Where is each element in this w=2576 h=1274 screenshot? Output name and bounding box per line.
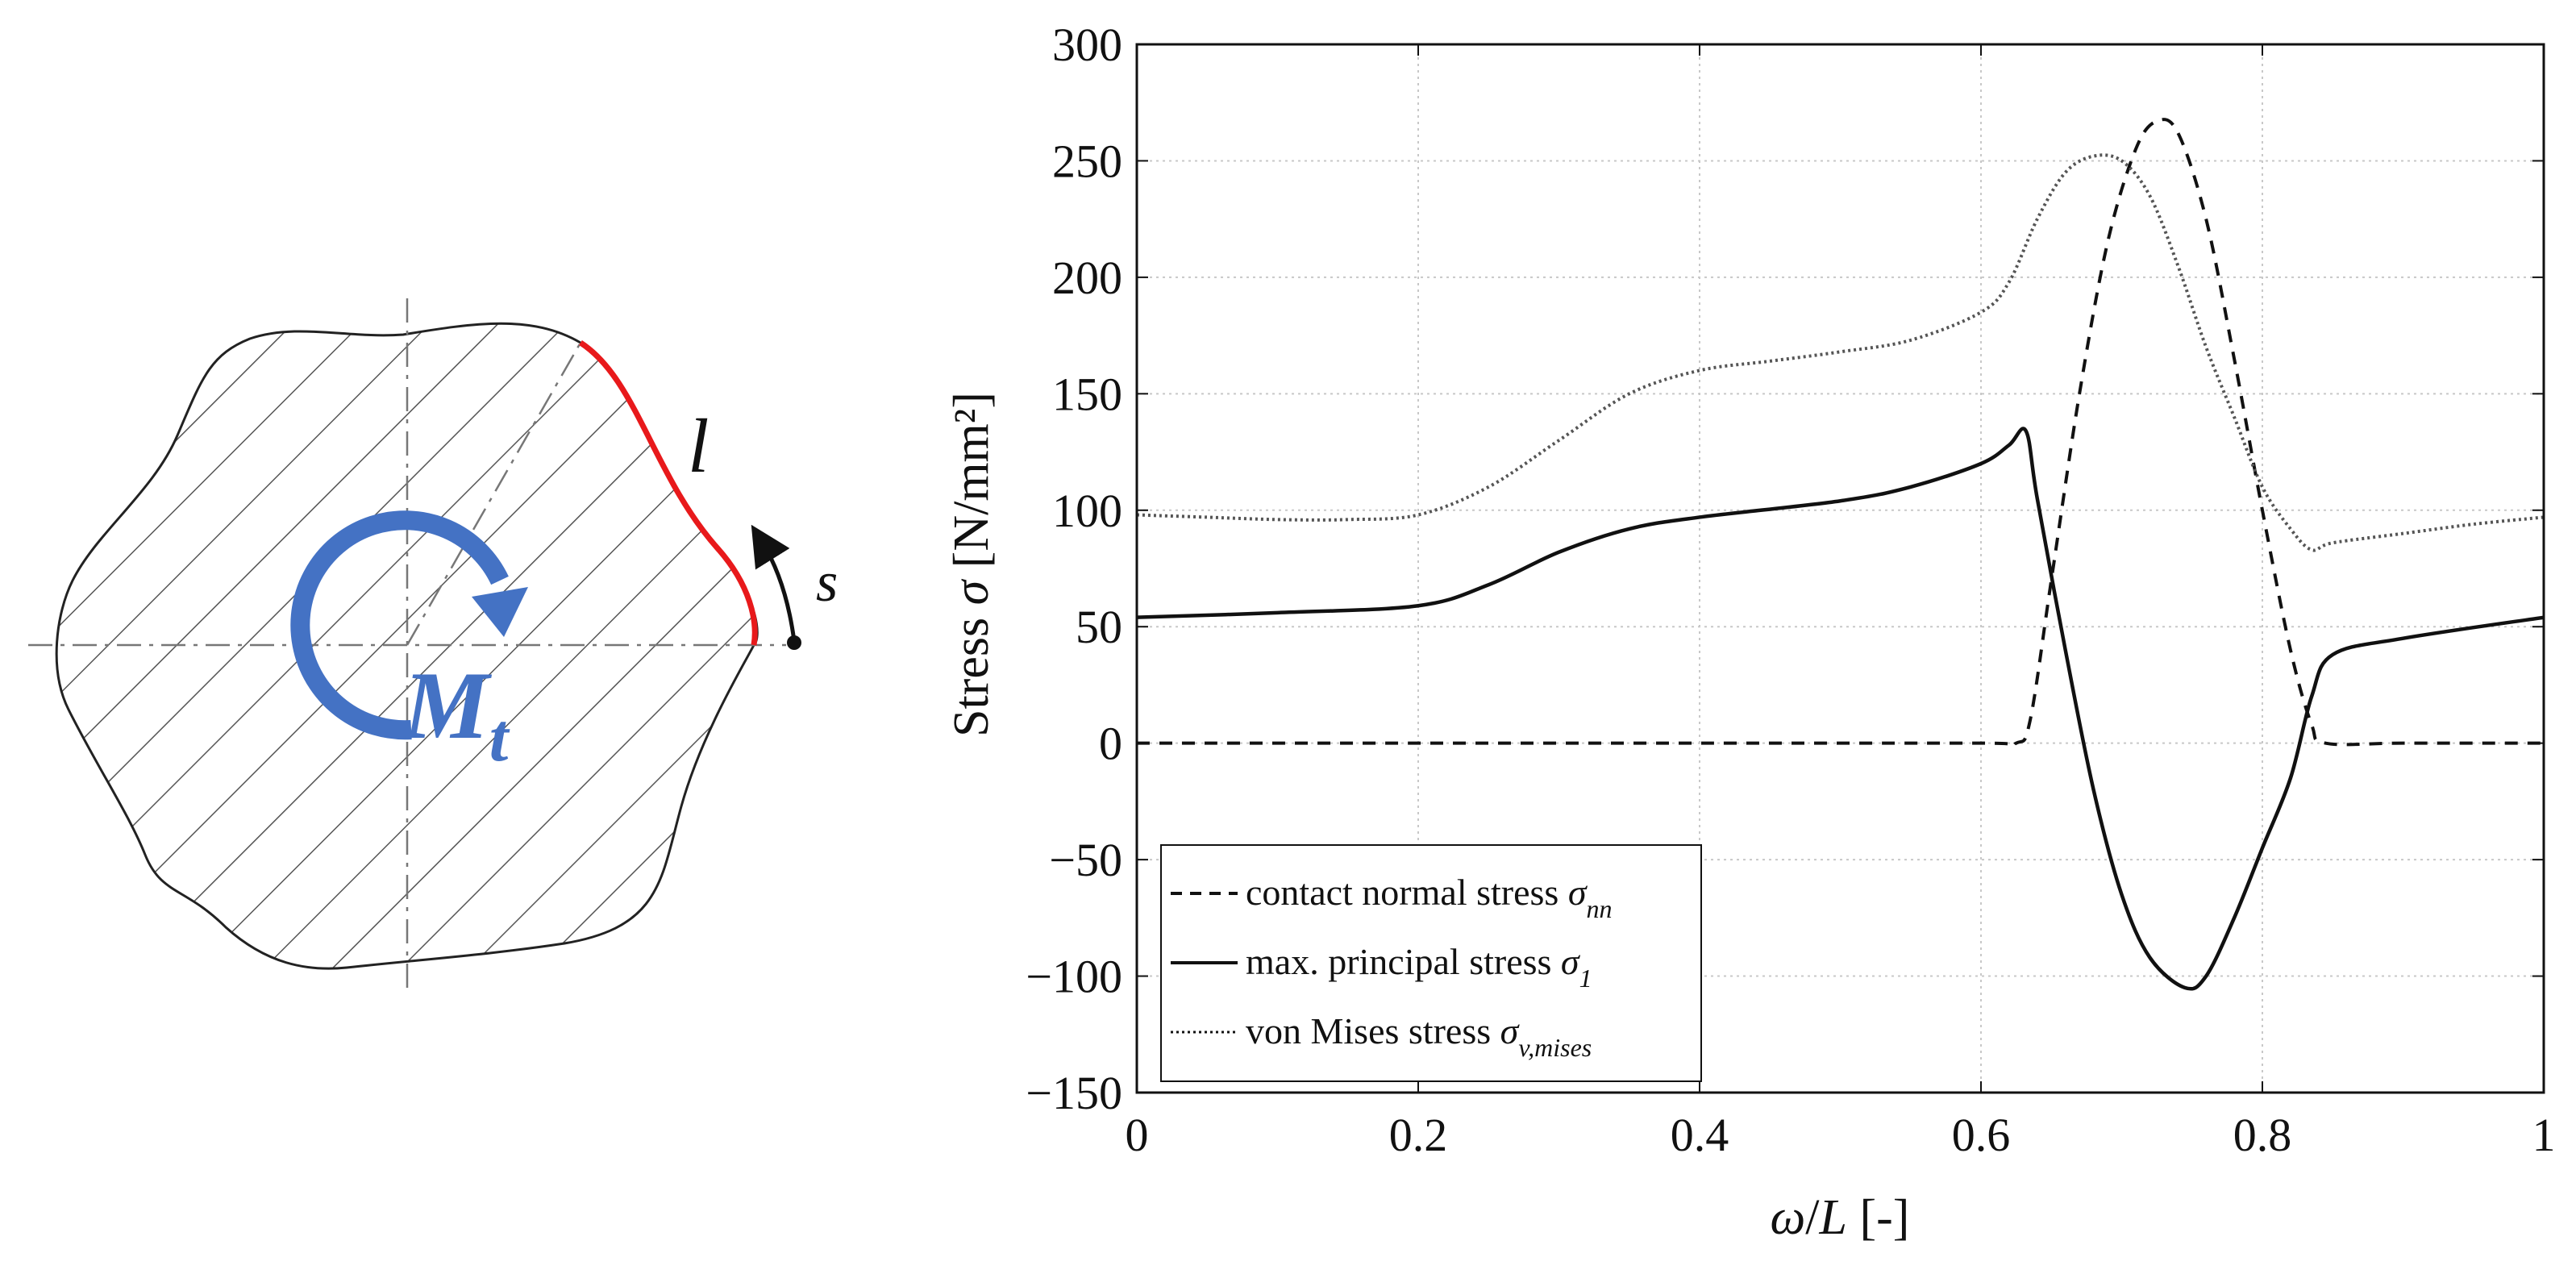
x-tick-label: 0.4 [1671,1109,1729,1161]
series-layer [1137,118,2544,991]
cross-section-diagram: Mt l s [28,298,838,992]
torque-arrow-icon [290,510,509,740]
legend-label-max-principal: max. principal stress σ1 [1246,941,1592,993]
length-label: l [688,403,709,489]
x-tick-label: 0.2 [1389,1109,1448,1161]
arc-coordinate-label: s [816,552,838,614]
torque-arrowhead-icon [472,587,528,637]
x-tick-label: 0.6 [1952,1109,2011,1161]
y-tick-label: 250 [1052,135,1122,187]
legend-label-contact-normal: contact normal stress σnn [1246,872,1613,923]
highlighted-contour-length [579,340,758,646]
y-tick-label: −150 [1026,1067,1122,1119]
s-origin-point [787,635,801,650]
x-tick-label: 0 [1126,1109,1149,1161]
x-tick-labels: 0 0.2 0.4 0.6 0.8 1 [1126,1109,2556,1161]
y-axis-title: Stress σ [N/mm²] [944,392,999,737]
legend-label-von-mises: von Mises stress σv,mises [1246,1010,1592,1062]
x-tick-label: 0.8 [2233,1109,2292,1161]
y-tick-label: 150 [1052,368,1122,420]
s-direction-arrow-icon [751,524,797,642]
y-tick-labels: 300 250 200 150 100 50 0 −50 −100 −150 [1026,19,1122,1119]
series-von-mises-stress [1137,153,2544,552]
y-tick-label: 200 [1052,252,1122,304]
y-tick-label: 300 [1052,19,1122,71]
plot-frame [1135,43,2545,1094]
series-contact-normal-stress [1137,118,2544,747]
series-max-principal-stress [1137,427,2544,991]
moment-label: Mt [402,652,510,776]
y-tick-label: −100 [1026,951,1122,1003]
legend-box [1160,844,1702,1082]
diagonal-centerline [406,342,582,646]
y-tick-label: 100 [1052,485,1122,537]
stress-chart: 300 250 200 150 100 50 0 −50 −100 −150 0 0.2 0.4 0.6… [944,19,2556,1245]
x-tick-label: 1 [2532,1109,2556,1161]
x-axis-title: ω/L [-] [1771,1190,1910,1245]
y-tick-label: 50 [1076,601,1122,653]
y-tick-label: −50 [1049,834,1122,886]
y-tick-label: 0 [1099,718,1122,770]
legend: contact normal stress σnn max. principal… [1160,844,1702,1082]
